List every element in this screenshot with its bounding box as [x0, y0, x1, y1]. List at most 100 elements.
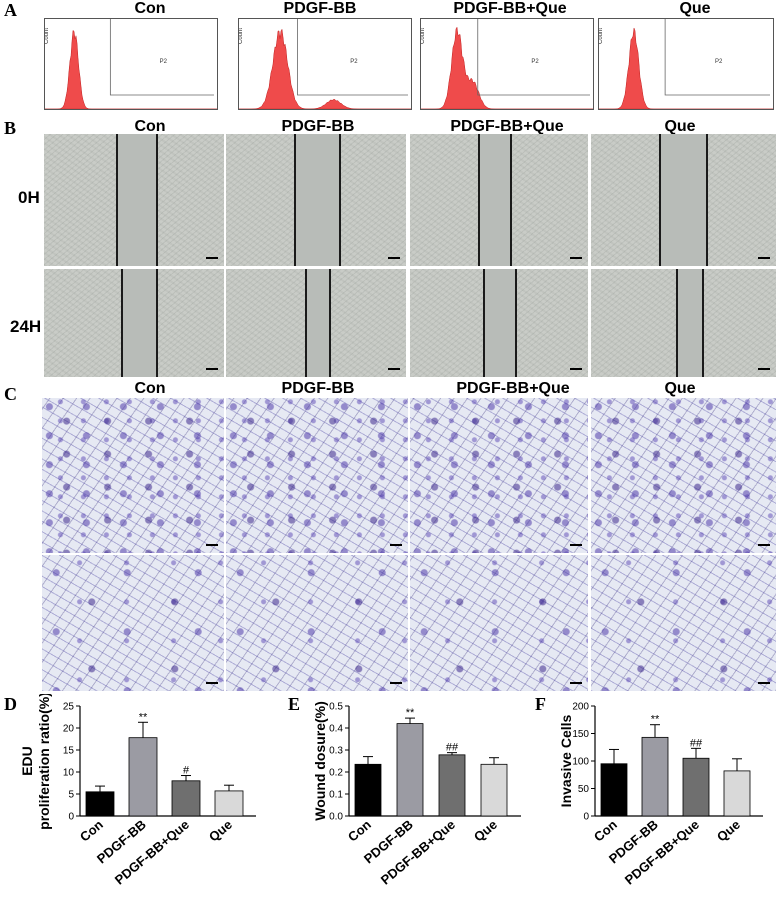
gate-line [109, 19, 214, 96]
flow-histogram-plot [239, 19, 411, 109]
wound-edge-line [339, 134, 342, 266]
bar-pdgf-bb [128, 737, 158, 817]
wound-title-que: Que [664, 118, 696, 135]
scale-bar [758, 544, 770, 546]
scale-bar [758, 682, 770, 684]
bar-pdgf-bb-que [171, 780, 201, 817]
y-tick-label: 0.5 [329, 702, 343, 713]
y-axis-label: proliferation ratio(%) [36, 694, 52, 830]
count-axis-label: Count [420, 27, 427, 45]
panel-letter-e: E [288, 694, 301, 714]
bar-con [354, 763, 382, 817]
scale-bar [570, 368, 582, 370]
flow-histogram-3: P2 Count [598, 18, 774, 110]
flow-title-con: Con [134, 0, 166, 17]
scale-bar [390, 544, 402, 546]
wound-image [44, 269, 224, 377]
flow-title-pdgf-que: PDGF-BB+Que [453, 0, 567, 17]
y-tick-label: 20 [63, 724, 75, 735]
wound-edge-line [294, 134, 297, 266]
wound-edge-line [702, 269, 704, 377]
count-axis-label: Count [238, 27, 245, 45]
flow-histogram-2: P2 Count [420, 18, 594, 110]
wound-image [410, 269, 588, 377]
x-tick-label: PDGF-BB+Que [622, 817, 702, 888]
bar-que [214, 790, 244, 817]
flow-histogram-1: P2 Count [238, 18, 412, 110]
wound-image [591, 134, 776, 266]
y-tick-label: 5 [68, 790, 74, 801]
panel-letter-d: D [4, 694, 17, 714]
wound-edge-line [155, 269, 158, 377]
wound-edge-line [705, 134, 708, 266]
gate-line [297, 19, 408, 96]
transwell-title-pdgf-que: PDGF-BB+Que [456, 380, 570, 397]
wound-edge-line [121, 269, 124, 377]
wound-image [44, 134, 224, 266]
significance-mark: ## [690, 737, 703, 749]
flow-histogram-0: P2 Count [44, 18, 218, 110]
scale-bar [206, 257, 218, 259]
transwell-image [226, 398, 408, 553]
wound-gap [121, 269, 156, 377]
y-tick-label: 50 [578, 784, 590, 795]
y-tick-label: 200 [572, 702, 589, 713]
significance-mark: ** [139, 711, 148, 723]
scale-bar [390, 682, 402, 684]
significance-mark: # [183, 765, 190, 777]
bar-pdgf-bb-que [438, 754, 466, 817]
panel-letter-f: F [535, 694, 546, 714]
gate-label: P2 [715, 59, 723, 65]
scale-bar [206, 368, 218, 370]
flow-histogram-plot [421, 19, 593, 109]
wound-gap [676, 269, 702, 377]
gate-label: P2 [531, 59, 539, 65]
gate-label: P2 [159, 59, 168, 65]
y-axis-label: Wound dosure(%) [312, 701, 328, 821]
bar-con [85, 791, 115, 817]
wound-title-con: Con [134, 118, 166, 135]
significance-mark: ** [651, 714, 660, 726]
x-tick-label: Que [714, 817, 743, 845]
transwell-image [42, 555, 224, 691]
histogram-fill [599, 27, 773, 109]
y-tick-label: 0 [68, 812, 74, 823]
y-tick-label: 15 [63, 746, 75, 757]
bar-pdgf-bb-que [682, 757, 710, 817]
bar-que [723, 770, 751, 817]
y-tick-label: 0 [583, 812, 589, 823]
transwell-title-pdgf: PDGF-BB [281, 380, 355, 397]
scale-bar [388, 257, 400, 259]
x-tick-label: PDGF-BB+Que [378, 817, 458, 888]
flow-histogram-plot [45, 19, 217, 109]
wound-title-pdgf: PDGF-BB [281, 118, 355, 135]
flow-histogram-plot [599, 19, 773, 109]
y-tick-label: 0.3 [329, 746, 343, 757]
wound-edge-line [676, 269, 679, 377]
flow-title-pdgf: PDGF-BB [283, 0, 357, 17]
transwell-image [42, 398, 224, 553]
significance-mark: ## [446, 742, 459, 754]
bar-pdgf-bb [396, 723, 424, 817]
panel-letter-b: B [4, 118, 17, 138]
wound-image [226, 269, 406, 377]
histogram-fill [239, 28, 411, 109]
x-tick-label: Con [591, 817, 620, 845]
x-tick-label: PDGF-BB+Que [112, 817, 192, 888]
gate-line [664, 19, 770, 96]
wound-gap [305, 269, 329, 377]
bar-con [600, 763, 628, 817]
x-tick-label: Con [345, 817, 374, 845]
y-tick-label: 150 [572, 729, 589, 740]
wound-title-pdgf-que: PDGF-BB+Que [450, 118, 564, 135]
x-tick-label: Que [206, 817, 235, 845]
wound-gap [482, 269, 515, 377]
wound-image [410, 134, 588, 266]
y-axis-label: Invasive Cells [558, 714, 574, 807]
y-tick-label: 0.4 [329, 724, 343, 735]
x-tick-label: Que [471, 817, 500, 845]
histogram-fill [421, 26, 593, 109]
transwell-image [591, 555, 776, 691]
